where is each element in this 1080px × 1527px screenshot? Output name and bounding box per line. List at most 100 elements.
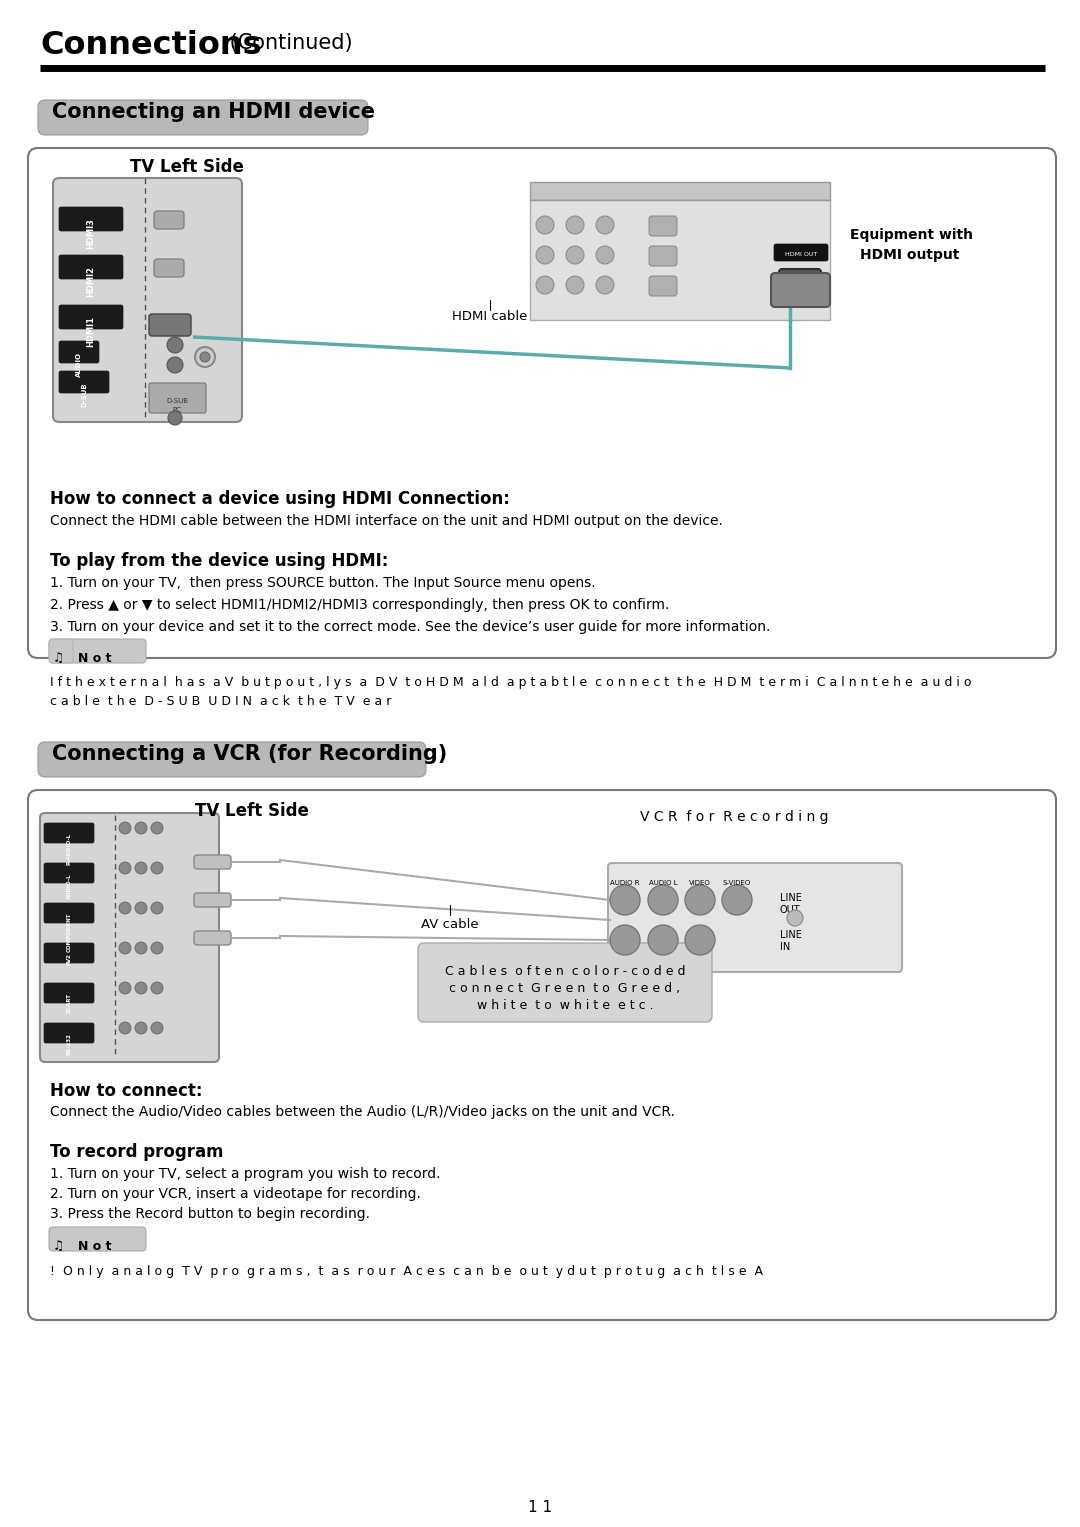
Circle shape [119,902,131,915]
Text: (Continued): (Continued) [222,34,353,53]
FancyBboxPatch shape [44,863,94,883]
Text: 1. Turn on your TV,  then press SOURCE button. The Input Source menu opens.: 1. Turn on your TV, then press SOURCE bu… [50,576,596,589]
FancyBboxPatch shape [530,182,831,200]
Circle shape [119,822,131,834]
Text: LINE: LINE [780,930,801,941]
Text: !  O n l y  a n a l o g  T V  p r o  g r a m s ,  t  a s  r o u r  A c e s  c a : ! O n l y a n a l o g T V p r o g r a m … [50,1264,762,1278]
FancyBboxPatch shape [59,255,123,279]
Text: 2. Press ▲ or ▼ to select HDMI1/HDMI2/HDMI3 correspondingly, then press OK to co: 2. Press ▲ or ▼ to select HDMI1/HDMI2/HD… [50,599,670,612]
FancyBboxPatch shape [194,893,231,907]
Circle shape [167,357,183,373]
Text: I f t h e x t e r n a l  h a s  a V  b u t p o u t , l y s  a  D V  t o H D M  a: I f t h e x t e r n a l h a s a V b u t … [50,676,972,689]
Text: N o t: N o t [78,1240,111,1254]
Text: LINE: LINE [780,893,801,902]
FancyBboxPatch shape [530,200,831,321]
Circle shape [119,863,131,873]
Text: c o n n e c t  G r e e n  t o  G r e e d ,: c o n n e c t G r e e n t o G r e e d , [449,982,680,996]
Text: ♫: ♫ [53,1240,64,1254]
Text: TV Left Side: TV Left Side [130,157,244,176]
Text: C a b l e s  o f t e n  c o l o r - c o d e d: C a b l e s o f t e n c o l o r - c o d … [445,965,685,977]
Text: SCART: SCART [67,993,71,1012]
Text: ♫: ♫ [53,652,64,664]
Circle shape [119,942,131,954]
Text: Connecting a VCR (for Recording): Connecting a VCR (for Recording) [52,744,447,764]
FancyBboxPatch shape [779,269,821,292]
Text: Connect the HDMI cable between the HDMI interface on the unit and HDMI output on: Connect the HDMI cable between the HDMI … [50,515,723,528]
Circle shape [596,246,615,264]
Circle shape [566,246,584,264]
Text: AUDIO L: AUDIO L [649,880,677,886]
Circle shape [151,863,163,873]
Circle shape [200,353,210,362]
Circle shape [151,1022,163,1034]
FancyBboxPatch shape [154,260,184,276]
Circle shape [167,337,183,353]
Circle shape [723,886,752,915]
Circle shape [685,925,715,954]
FancyBboxPatch shape [649,215,677,237]
Circle shape [119,1022,131,1034]
Circle shape [648,925,678,954]
Text: AV cable: AV cable [421,918,478,931]
FancyBboxPatch shape [149,383,206,412]
Text: AUDIO-L: AUDIO-L [67,873,71,898]
Text: N o t: N o t [78,652,111,664]
Circle shape [135,982,147,994]
FancyBboxPatch shape [49,1228,146,1251]
FancyBboxPatch shape [59,208,123,231]
Text: COMPONENT: COMPONENT [67,913,71,953]
Text: c a b l e  t h e  D - S U B  U D I N  a c k  t h e  T V  e a r: c a b l e t h e D - S U B U D I N a c k … [50,695,391,709]
Text: Connect the Audio/Video cables between the Audio (L/R)/Video jacks on the unit a: Connect the Audio/Video cables between t… [50,1106,675,1119]
Circle shape [135,902,147,915]
Circle shape [610,886,640,915]
Circle shape [596,215,615,234]
FancyBboxPatch shape [771,273,831,307]
Circle shape [787,910,804,925]
Text: OUT: OUT [780,906,800,915]
Text: HDMI1: HDMI1 [86,316,95,347]
FancyBboxPatch shape [38,742,426,777]
Text: Equipment with: Equipment with [850,228,973,241]
FancyBboxPatch shape [149,315,191,336]
Text: 1. Turn on your TV, select a program you wish to record.: 1. Turn on your TV, select a program you… [50,1167,441,1180]
Text: How to connect:: How to connect: [50,1083,203,1099]
Text: How to connect a device using HDMI Connection:: How to connect a device using HDMI Conne… [50,490,510,508]
FancyBboxPatch shape [649,276,677,296]
Circle shape [135,863,147,873]
FancyBboxPatch shape [49,638,146,663]
FancyBboxPatch shape [44,902,94,922]
Text: S-VIDEO: S-VIDEO [723,880,751,886]
Text: 2. Turn on your VCR, insert a videotape for recording.: 2. Turn on your VCR, insert a videotape … [50,1186,421,1202]
Text: R-AUDIO-L: R-AUDIO-L [67,834,71,866]
FancyBboxPatch shape [53,179,242,421]
FancyBboxPatch shape [38,99,368,134]
Text: To record program: To record program [50,1144,224,1161]
Text: D-SUB: D-SUB [81,382,87,406]
Text: HDMI cable: HDMI cable [453,310,528,324]
Text: Connections: Connections [40,31,261,61]
Text: 1 1: 1 1 [528,1500,552,1515]
FancyBboxPatch shape [154,211,184,229]
Circle shape [596,276,615,295]
FancyBboxPatch shape [28,789,1056,1319]
FancyBboxPatch shape [774,244,828,261]
FancyBboxPatch shape [608,863,902,973]
Text: AV2: AV2 [67,953,71,965]
Text: 3. Press the Record button to begin recording.: 3. Press the Record button to begin reco… [50,1206,370,1222]
Text: V C R  f o r  R e c o r d i n g: V C R f o r R e c o r d i n g [640,809,828,825]
Circle shape [151,902,163,915]
FancyBboxPatch shape [649,246,677,266]
FancyBboxPatch shape [28,148,1056,658]
Circle shape [151,822,163,834]
Text: HDMI output: HDMI output [860,247,959,263]
FancyBboxPatch shape [194,931,231,945]
Text: AUDIO R: AUDIO R [610,880,639,886]
FancyBboxPatch shape [44,983,94,1003]
Circle shape [135,942,147,954]
FancyBboxPatch shape [44,1023,94,1043]
Text: Connecting an HDMI device: Connecting an HDMI device [52,102,375,122]
Text: RS-232: RS-232 [67,1032,71,1055]
Text: VIDEO: VIDEO [689,880,711,886]
Text: TV Left Side: TV Left Side [195,802,309,820]
Text: IN: IN [780,942,791,951]
